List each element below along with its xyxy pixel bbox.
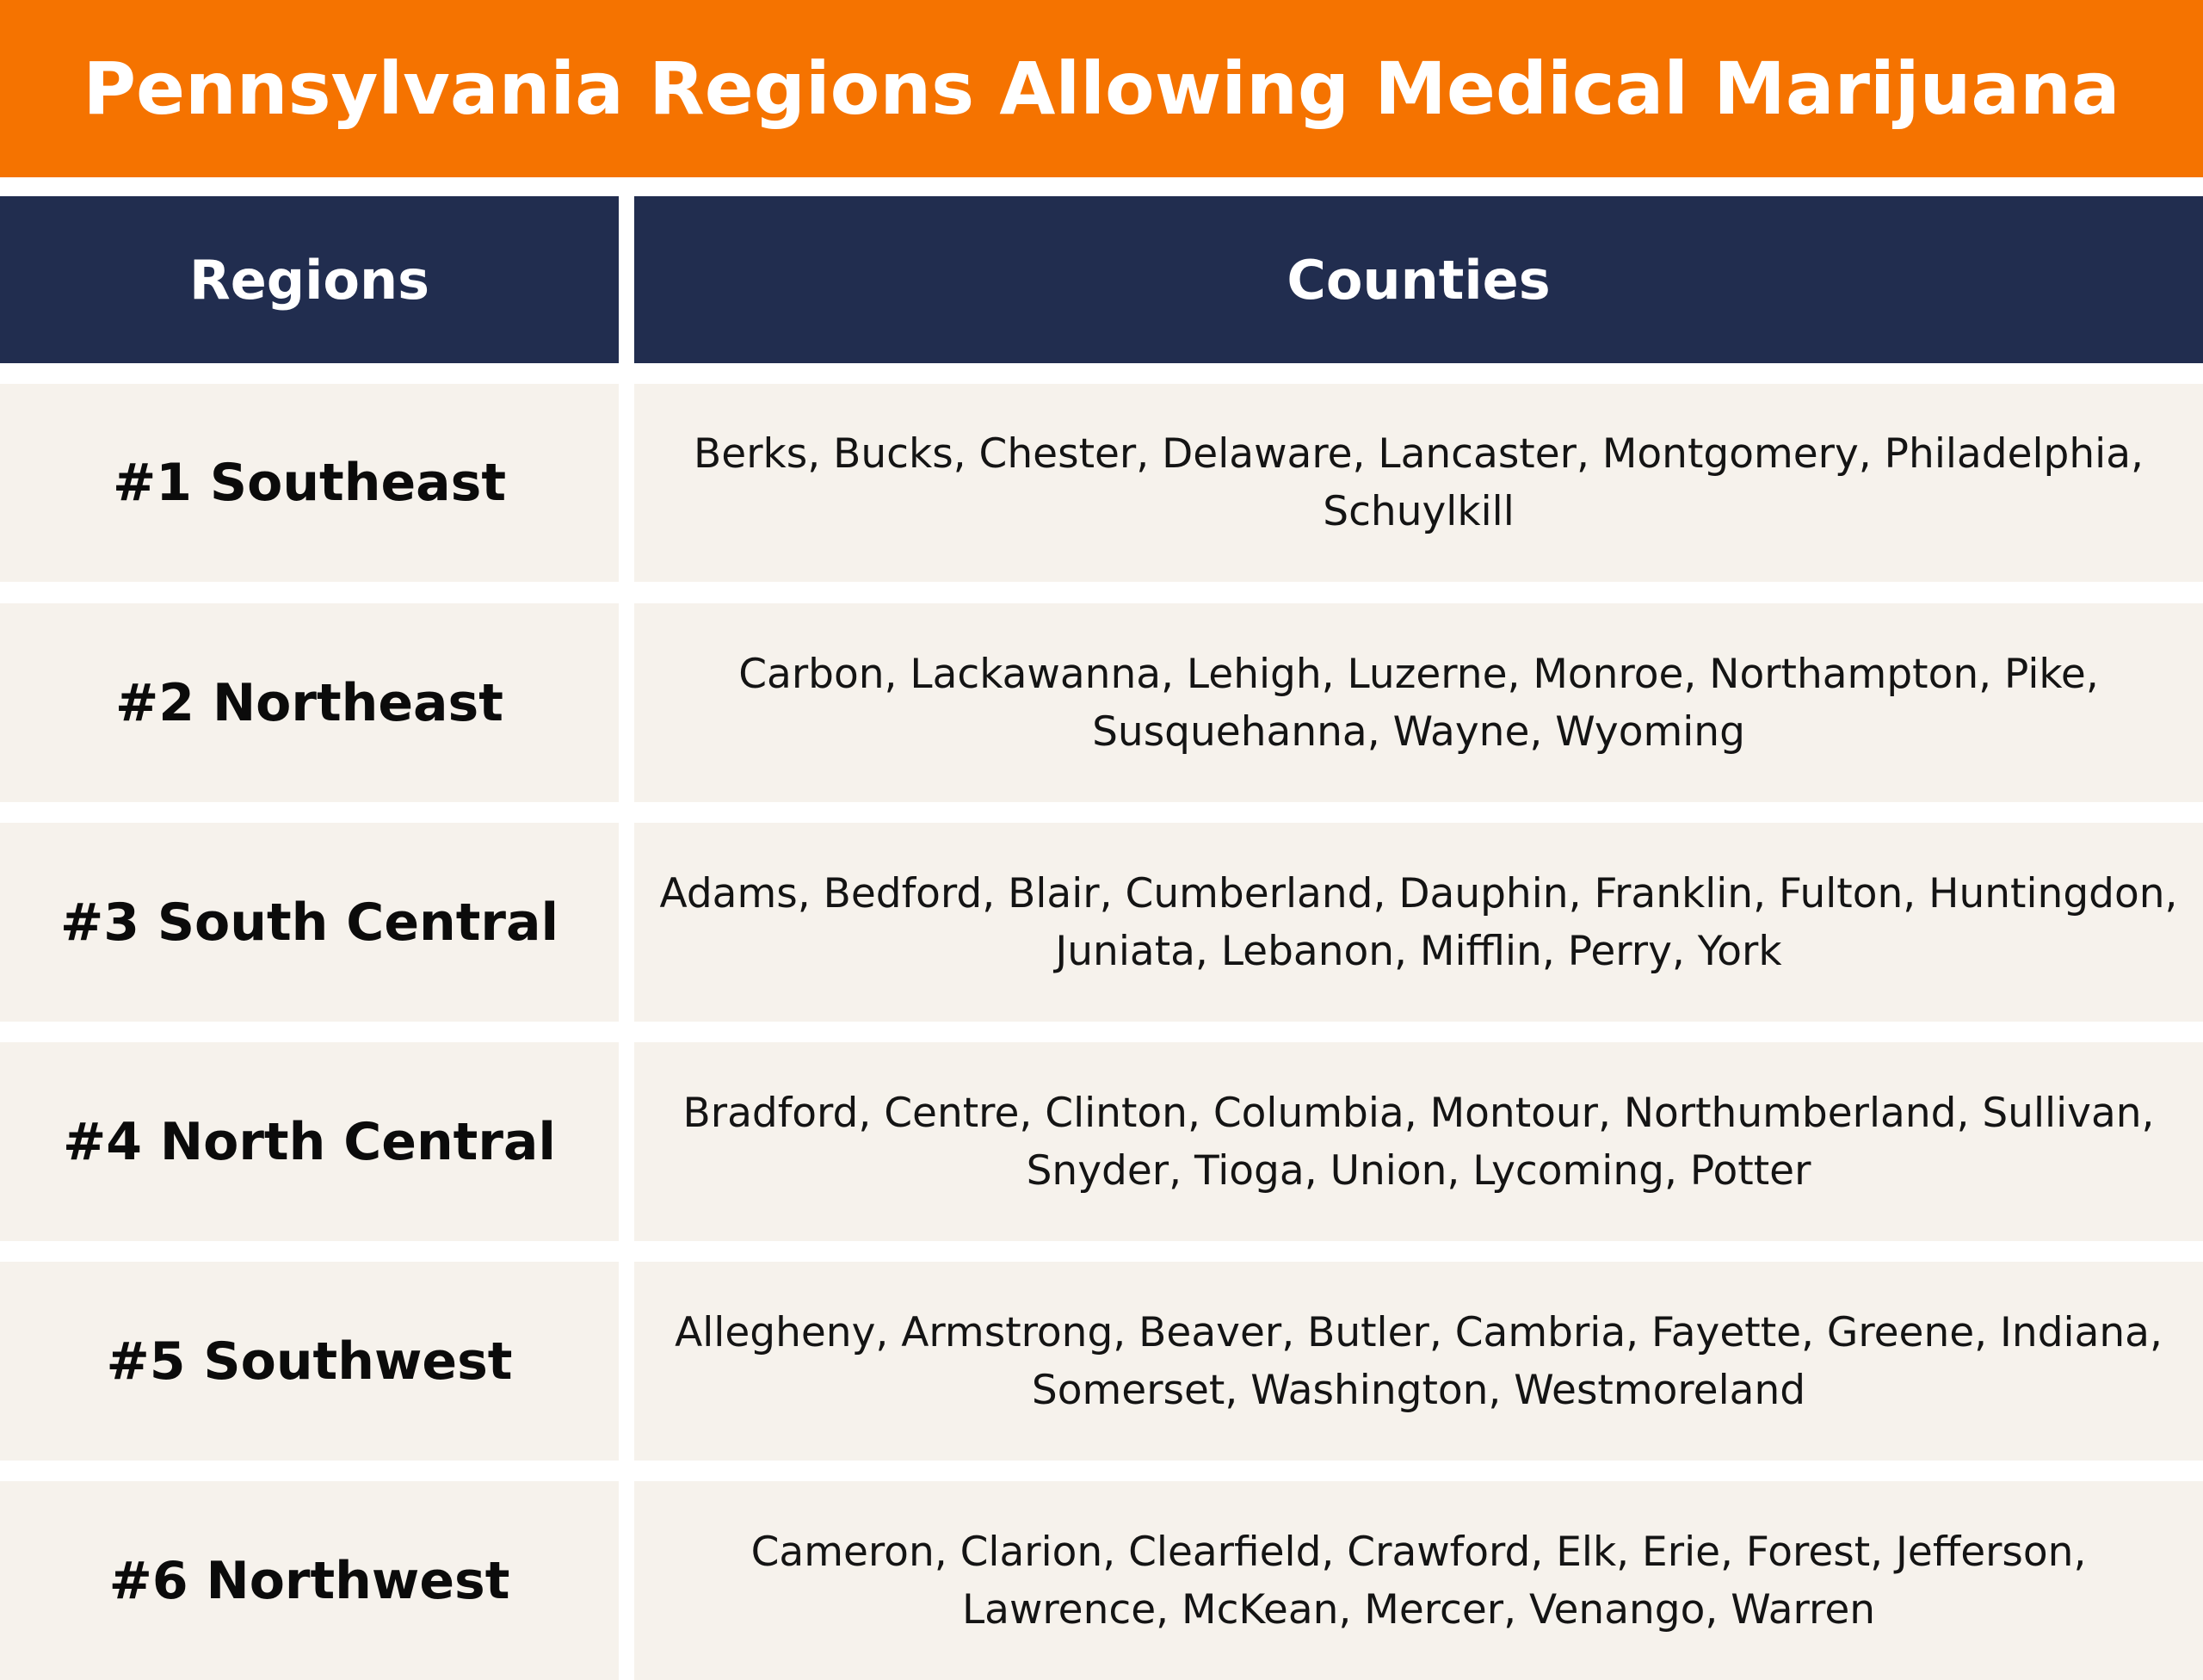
region-cell: #6 Northwest [0,1481,619,1680]
page-title: Pennsylvania Regions Allowing Medical Ma… [83,46,2120,131]
counties-cell: Berks, Bucks, Chester, Delaware, Lancast… [634,384,2203,582]
counties-cell: Bradford, Centre, Clinton, Columbia, Mon… [634,1042,2203,1241]
counties-cell: Allegheny, Armstrong, Beaver, Butler, Ca… [634,1262,2203,1461]
counties-text: Cameron, Clarion, Clearfield, Crawford, … [750,1528,2087,1634]
counties-text: Bradford, Centre, Clinton, Columbia, Mon… [682,1089,2155,1195]
region-cell: #3 South Central [0,823,619,1022]
region-cell: #1 Southeast [0,384,619,582]
counties-text: Adams, Bedford, Blair, Cumberland, Dauph… [659,869,2178,975]
title-banner: Pennsylvania Regions Allowing Medical Ma… [0,0,2203,177]
counties-text: Berks, Bucks, Chester, Delaware, Lancast… [694,430,2144,535]
counties-cell: Carbon, Lackawanna, Lehigh, Luzerne, Mon… [634,603,2203,802]
counties-text: Allegheny, Armstrong, Beaver, Butler, Ca… [675,1308,2163,1414]
counties-cell: Cameron, Clarion, Clearfield, Crawford, … [634,1481,2203,1680]
header-regions: Regions [0,196,619,363]
counties-cell: Adams, Bedford, Blair, Cumberland, Dauph… [634,823,2203,1022]
counties-text: Carbon, Lackawanna, Lehigh, Luzerne, Mon… [738,650,2099,756]
region-cell: #5 Southwest [0,1262,619,1461]
region-cell: #2 Northeast [0,603,619,802]
region-cell: #4 North Central [0,1042,619,1241]
header-counties: Counties [634,196,2203,363]
